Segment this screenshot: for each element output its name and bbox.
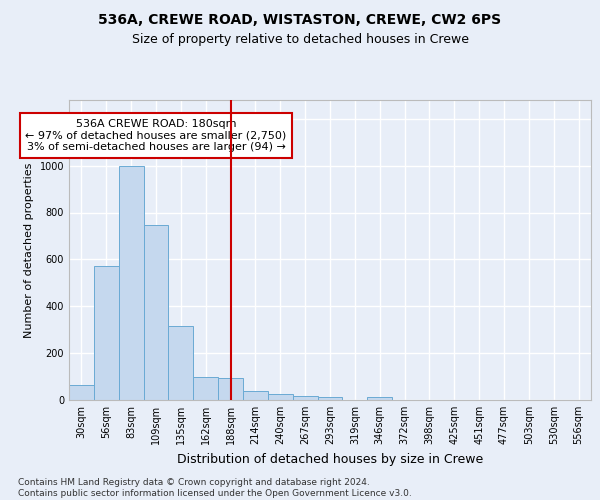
Bar — [143, 226, 169, 400]
Text: 536A, CREWE ROAD, WISTASTON, CREWE, CW2 6PS: 536A, CREWE ROAD, WISTASTON, CREWE, CW2 … — [98, 12, 502, 26]
Bar — [169, 326, 193, 400]
Text: Size of property relative to detached houses in Crewe: Size of property relative to detached ho… — [131, 32, 469, 46]
Bar — [293, 396, 317, 400]
X-axis label: Distribution of detached houses by size in Crewe: Distribution of detached houses by size … — [177, 452, 483, 466]
Bar — [367, 397, 392, 400]
Bar — [193, 376, 218, 400]
Bar — [119, 166, 143, 400]
Bar — [218, 378, 243, 400]
Bar — [69, 385, 94, 400]
Text: Contains HM Land Registry data © Crown copyright and database right 2024.
Contai: Contains HM Land Registry data © Crown c… — [18, 478, 412, 498]
Bar — [243, 391, 268, 400]
Bar — [317, 397, 343, 400]
Text: 536A CREWE ROAD: 180sqm
← 97% of detached houses are smaller (2,750)
3% of semi-: 536A CREWE ROAD: 180sqm ← 97% of detache… — [25, 118, 287, 152]
Bar — [94, 266, 119, 400]
Bar — [268, 394, 293, 400]
Y-axis label: Number of detached properties: Number of detached properties — [24, 162, 34, 338]
